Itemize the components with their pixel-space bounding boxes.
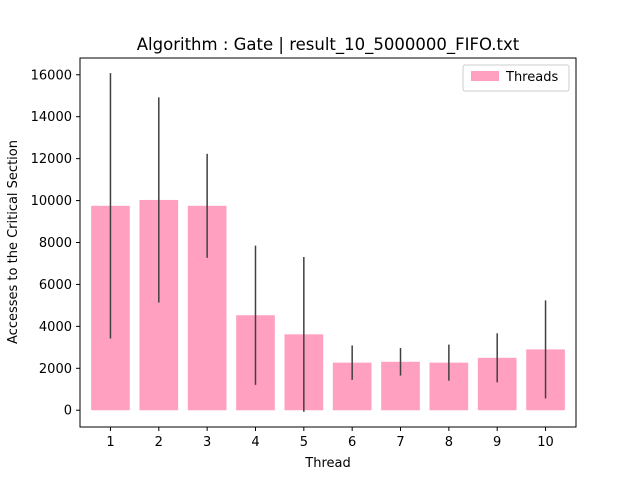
bars-layer [91, 199, 565, 411]
x-tick-label: 5 [300, 435, 308, 450]
y-tick-label: 10000 [31, 194, 72, 209]
error-bars-layer [109, 73, 547, 412]
y-tick-label: 16000 [31, 68, 72, 83]
chart-title: Algorithm : Gate | result_10_5000000_FIF… [137, 35, 520, 55]
x-tick-label: 6 [348, 435, 356, 450]
y-tick-label: 4000 [39, 320, 72, 335]
y-tick-label: 8000 [39, 236, 72, 251]
x-tick-label: 4 [251, 435, 259, 450]
y-tick-label: 0 [64, 404, 72, 419]
x-tick-label: 1 [106, 435, 114, 450]
y-tick-label: 2000 [39, 362, 72, 377]
legend-swatch [471, 71, 499, 81]
y-tick-label: 6000 [39, 278, 72, 293]
x-tick-label: 7 [396, 435, 404, 450]
y-axis-label: Accesses to the Critical Section [6, 140, 21, 344]
x-axis-ticks: 1 2 3 4 5 6 7 8 9 10 [106, 427, 554, 450]
legend: Threads [462, 64, 570, 92]
x-tick-label: 8 [445, 435, 453, 450]
y-tick-label: 14000 [31, 110, 72, 125]
legend-label: Threads [505, 70, 558, 85]
x-axis-label: Thread [304, 456, 350, 471]
y-tick-label: 12000 [31, 152, 72, 167]
x-tick-label: 10 [537, 435, 554, 450]
y-axis-ticks: 0 2000 4000 6000 8000 10000 12000 14000 16000 [31, 68, 80, 419]
x-tick-label: 9 [493, 435, 501, 450]
x-tick-label: 2 [155, 435, 163, 450]
x-tick-label: 3 [203, 435, 211, 450]
